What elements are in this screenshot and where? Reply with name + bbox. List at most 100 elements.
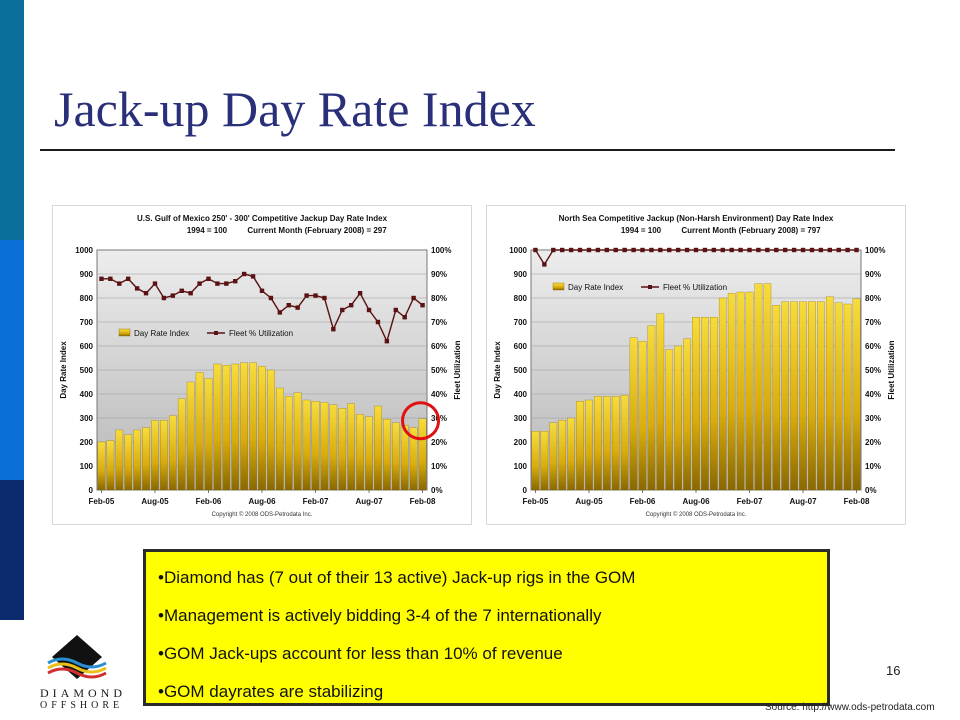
highlight-circle xyxy=(401,401,441,441)
utilization-point xyxy=(268,295,274,301)
bar xyxy=(683,338,691,491)
chart-title: North Sea Competitive Jackup (Non-Harsh … xyxy=(559,214,834,223)
y-tick-label: 400 xyxy=(514,390,528,399)
y2-tick-label: 90% xyxy=(865,270,881,279)
y2-tick-label: 10% xyxy=(865,462,881,471)
slide-title: Jack-up Day Rate Index xyxy=(54,81,536,137)
bar xyxy=(567,417,575,491)
utilization-point xyxy=(854,247,859,253)
bar xyxy=(834,302,843,491)
utilization-point xyxy=(631,247,636,253)
utilization-point xyxy=(224,281,229,286)
utilization-point xyxy=(179,288,184,293)
utilization-point xyxy=(622,247,627,253)
y2-tick-label: 0% xyxy=(865,486,877,495)
y-tick-label: 300 xyxy=(514,414,528,423)
utilization-point xyxy=(729,247,734,253)
utilization-point xyxy=(720,247,725,253)
x-tick-label: Feb-05 xyxy=(89,497,115,506)
x-tick-label: Aug-06 xyxy=(682,497,710,506)
utilization-point xyxy=(366,307,372,313)
x-tick-label: Aug-06 xyxy=(248,497,276,506)
utilization-point xyxy=(134,286,140,291)
y2-tick-label: 100% xyxy=(431,246,451,255)
utilization-point xyxy=(551,247,556,253)
utilization-point xyxy=(604,247,610,253)
chart-copyright: Copyright © 2008 ODS-Petrodata Inc. xyxy=(646,511,747,518)
bar xyxy=(656,313,665,491)
utilization-point xyxy=(143,291,149,296)
callout-item-rigs: •Diamond has (7 out of their 13 active) … xyxy=(158,568,636,587)
y-tick-label: 1000 xyxy=(75,246,93,255)
chart-subtitle-baseline: 1994 = 100 xyxy=(187,226,228,235)
utilization-point xyxy=(809,247,815,253)
utilization-point xyxy=(577,247,583,253)
source-note: Source: http://www.ods-petrodata.com xyxy=(765,702,935,713)
utilization-point xyxy=(126,276,131,281)
chart-subtitle-current: Current Month (February 2008) = 297 xyxy=(247,226,387,235)
utilization-point xyxy=(836,247,841,253)
bar xyxy=(808,301,816,491)
utilization-point xyxy=(411,295,416,301)
y2-tick-label: 20% xyxy=(865,438,881,447)
bar xyxy=(718,297,727,491)
north-sea-day-rate-chart: North Sea Competitive Jackup (Non-Harsh … xyxy=(486,205,906,525)
utilization-point xyxy=(117,281,122,286)
utilization-point xyxy=(738,247,743,253)
bar xyxy=(852,298,861,491)
bar xyxy=(374,405,382,491)
x-tick-label: Feb-07 xyxy=(737,497,763,506)
utilization-point xyxy=(161,295,167,301)
utilization-point xyxy=(286,303,291,308)
bar xyxy=(276,387,284,491)
utilization-point xyxy=(747,247,752,253)
utilization-point xyxy=(384,339,390,344)
utilization-point xyxy=(568,247,574,253)
x-tick-label: Aug-05 xyxy=(575,497,603,506)
x-tick-label: Feb-06 xyxy=(630,497,656,506)
legend-swatch-bars xyxy=(118,328,131,337)
bar xyxy=(240,362,248,491)
chart-title: U.S. Gulf of Mexico 250' - 300' Competit… xyxy=(137,214,388,223)
y-tick-label: 800 xyxy=(80,294,94,303)
y-tick-label: 500 xyxy=(514,366,528,375)
bar xyxy=(692,317,700,491)
bar xyxy=(638,341,647,491)
y-tick-label: 600 xyxy=(514,342,528,351)
y2-tick-label: 40% xyxy=(431,390,447,399)
y2-tick-label: 20% xyxy=(431,438,447,447)
chart-subtitle-current: Current Month (February 2008) = 797 xyxy=(681,226,821,235)
utilization-point xyxy=(667,247,672,253)
x-tick-label: Feb-08 xyxy=(844,497,870,506)
utilization-point xyxy=(756,247,761,253)
y2-tick-label: 100% xyxy=(865,246,885,255)
bar xyxy=(383,419,391,491)
side-bar-bottom xyxy=(0,480,24,620)
utilization-point xyxy=(304,293,309,298)
utilization-point xyxy=(845,247,850,253)
x-tick-label: Feb-08 xyxy=(410,497,436,506)
utilization-point xyxy=(586,247,592,253)
bar xyxy=(772,305,781,491)
bar xyxy=(222,365,231,491)
utilization-point xyxy=(152,281,158,286)
utilization-point xyxy=(640,247,645,253)
bar xyxy=(151,420,159,491)
bar xyxy=(338,408,347,491)
utilization-point xyxy=(250,274,256,279)
y2-tick-label: 50% xyxy=(431,366,447,375)
y2-tick-label: 30% xyxy=(865,414,881,423)
utilization-point xyxy=(827,247,832,253)
gom-day-rate-chart: U.S. Gulf of Mexico 250' - 300' Competit… xyxy=(52,205,472,525)
utilization-point xyxy=(402,315,407,320)
y2-tick-label: 70% xyxy=(431,318,447,327)
bar xyxy=(531,431,540,491)
y2-tick-label: 60% xyxy=(431,342,447,351)
bar xyxy=(540,431,549,491)
bar xyxy=(736,291,745,491)
x-tick-label: Feb-07 xyxy=(303,497,329,506)
bar xyxy=(124,434,133,491)
utilization-point xyxy=(684,247,690,253)
side-bar-top xyxy=(0,0,24,240)
utilization-point xyxy=(613,247,618,253)
